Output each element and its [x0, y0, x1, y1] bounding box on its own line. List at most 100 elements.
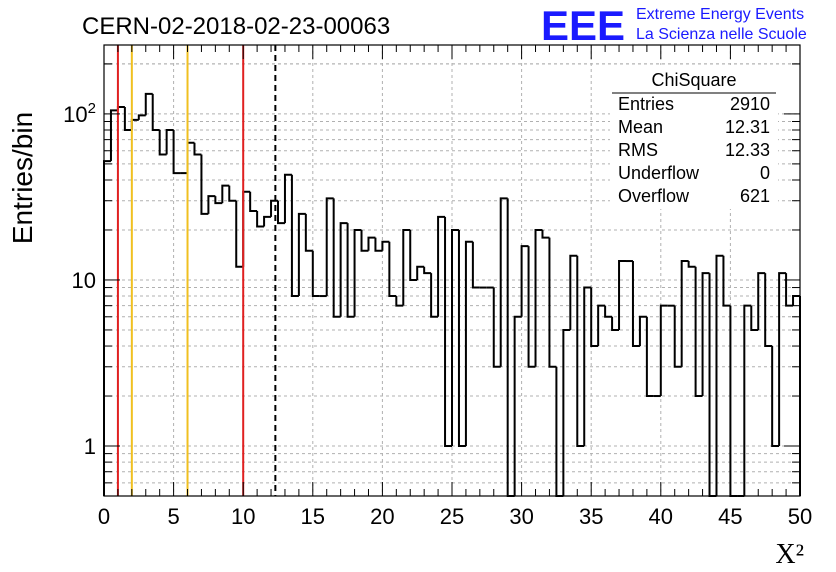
histogram-bin: [235, 200, 244, 268]
x-tick-label: 35: [579, 504, 603, 529]
histogram-bin: [548, 237, 557, 368]
logo-text: EEE: [541, 2, 625, 49]
histogram-bin: [193, 142, 202, 156]
histogram-bin: [374, 237, 383, 252]
stats-label-rms: RMS: [618, 140, 658, 160]
histogram-bin: [659, 304, 668, 397]
y-axis-title: Entries/bin: [7, 112, 38, 244]
histogram-bin: [311, 250, 320, 298]
histogram-bin: [597, 304, 606, 347]
histogram-bin: [221, 184, 230, 204]
stats-label-overflow: Overflow: [618, 186, 690, 206]
histogram-bin: [214, 196, 223, 205]
histogram-bin: [137, 114, 146, 120]
histogram-bin: [388, 241, 397, 298]
histogram-bin: [228, 185, 237, 202]
histogram-bin: [367, 236, 376, 251]
stats-value-underflow: 0: [760, 163, 770, 183]
logo-line2: La Scienza nelle Scuole: [636, 26, 807, 43]
histogram-bin: [743, 304, 752, 496]
x-axis-title: X²: [775, 539, 804, 570]
histogram-bin: [437, 215, 446, 317]
x-tick-label: 5: [167, 504, 179, 529]
histogram-bin: [638, 315, 647, 347]
histogram-bin: [242, 190, 251, 267]
x-tick-label: 25: [440, 504, 464, 529]
histogram-bin: [430, 273, 439, 318]
histogram-bin: [297, 212, 306, 297]
histogram-bin: [144, 92, 153, 116]
histogram-bin: [555, 366, 564, 497]
histogram-bin: [409, 229, 418, 281]
histogram-bin: [444, 216, 452, 448]
stats-background: [610, 65, 778, 209]
histogram-bin: [151, 93, 160, 131]
histogram-bin: [109, 109, 118, 162]
histogram-bin: [722, 255, 731, 307]
histogram-bin: [687, 261, 696, 268]
stats-label-underflow: Underflow: [618, 163, 700, 183]
histogram-bin: [569, 254, 578, 330]
histogram-bin: [534, 228, 543, 367]
histogram-bin: [471, 241, 480, 289]
histogram-bin: [527, 246, 536, 368]
histogram-bin: [200, 154, 209, 215]
histogram-bin: [290, 174, 299, 298]
stats-value-overflow: 621: [740, 186, 770, 206]
histogram-bin: [172, 130, 181, 175]
x-tick-label: 50: [788, 504, 812, 529]
eee-logo: EEE Extreme Energy Events La Scienza nel…: [541, 2, 807, 49]
histogram-bin: [492, 287, 501, 368]
stats-value-mean: 12.31: [725, 117, 770, 137]
histogram-bin: [207, 195, 216, 214]
histogram-bin: [416, 265, 425, 280]
histogram-bin: [451, 228, 459, 447]
histogram-bin: [701, 272, 710, 397]
x-tick-label: 10: [231, 504, 255, 529]
histogram-bin: [123, 107, 132, 131]
histogram-bin: [680, 260, 689, 367]
histogram-bin: [186, 141, 195, 174]
axis-ticks: 0 5 10 15 20 25 30 35 40 45 50 1 10 102: [63, 45, 812, 529]
histogram-bin: [562, 328, 571, 496]
histogram-bin: [583, 286, 592, 447]
stats-box: ChiSquare Entries 2910 Mean 12.31 RMS 12…: [610, 65, 778, 209]
histogram-bin: [381, 240, 390, 251]
x-tick-label: 40: [649, 504, 673, 529]
histogram-bin: [423, 266, 432, 275]
histogram-bin: [256, 211, 265, 228]
histogram-bin: [771, 346, 780, 448]
histogram-bin: [395, 296, 404, 307]
histogram-bin: [715, 254, 724, 496]
histogram-bin: [158, 130, 167, 156]
histogram-bin: [277, 200, 285, 225]
logo-line1: Extreme Energy Events: [636, 6, 804, 23]
histogram-bin: [283, 173, 292, 224]
stats-value-rms: 12.33: [725, 140, 770, 160]
histogram-bin: [694, 266, 703, 398]
histogram-bin: [729, 305, 738, 497]
marker-lines: [116, 45, 277, 496]
stats-value-entries: 2910: [730, 94, 770, 114]
stats-label-entries: Entries: [618, 94, 674, 114]
histogram-bin: [360, 229, 369, 252]
histogram-bin: [116, 106, 125, 111]
histogram-bin: [673, 305, 682, 368]
histogram-bin: [576, 255, 585, 448]
histogram-bin: [249, 191, 258, 213]
histogram-bin: [750, 305, 759, 331]
x-tick-label: 20: [370, 504, 394, 529]
x-tick-label: 45: [718, 504, 742, 529]
histogram-bin: [339, 222, 348, 317]
histogram-bin: [785, 273, 794, 307]
histogram-bin: [792, 295, 800, 306]
histogram-bin: [402, 228, 411, 306]
histogram-bin: [346, 223, 355, 318]
histogram-bin: [332, 198, 341, 318]
run-title: CERN-02-2018-02-23-00063: [82, 13, 390, 40]
x-tick-label: 15: [301, 504, 325, 529]
histogram-bin: [590, 287, 599, 348]
x-tick-label: 0: [98, 504, 110, 529]
histogram-bin: [618, 260, 626, 330]
histogram-bin: [165, 129, 174, 155]
